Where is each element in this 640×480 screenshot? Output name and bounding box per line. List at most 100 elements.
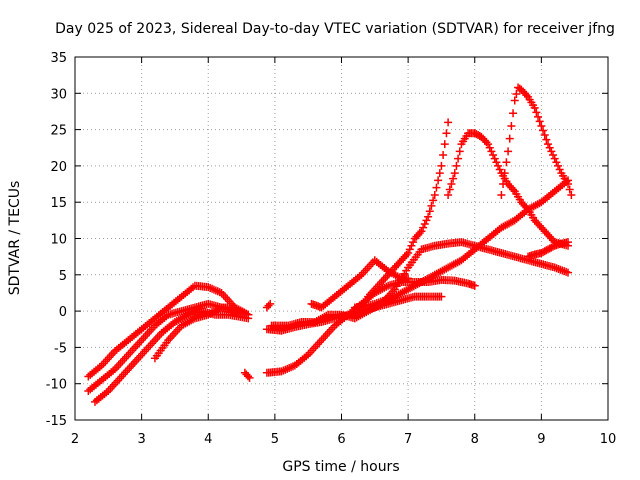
data-point-marker: [430, 190, 439, 199]
x-tick-label: 9: [537, 432, 545, 447]
data-point-marker: [509, 185, 518, 194]
data-point-marker: [504, 147, 513, 156]
data-point-marker: [445, 185, 454, 194]
data-point-marker: [264, 301, 273, 310]
data-point-marker: [425, 207, 434, 216]
data-point-marker: [447, 180, 456, 189]
data-point-marker: [437, 292, 446, 301]
data-point-marker: [565, 185, 574, 194]
data-point-marker: [540, 131, 549, 140]
data-point-marker: [552, 158, 561, 167]
data-point-marker: [492, 158, 501, 167]
data-point-marker: [512, 90, 521, 99]
y-axis-ticks: -15 -10 -5 0 5 10 15 20 25 30 35: [46, 51, 608, 429]
data-point-marker: [437, 161, 446, 170]
data-point-marker: [109, 366, 118, 375]
series-track-15: [524, 238, 573, 261]
data-point-marker: [209, 285, 218, 294]
data-point-marker: [434, 176, 443, 185]
data-point-marker: [564, 268, 573, 277]
x-tick-label: 10: [600, 432, 617, 447]
data-point-marker: [450, 169, 459, 178]
data-point-marker: [555, 165, 564, 174]
series-track-4: [150, 303, 253, 363]
data-point-marker: [489, 151, 498, 160]
data-point-marker: [545, 143, 554, 152]
data-point-marker: [507, 121, 516, 130]
data-point-marker: [522, 203, 531, 212]
data-point-marker: [449, 174, 458, 183]
data-point-marker: [539, 126, 548, 135]
data-point-marker: [244, 310, 253, 319]
data-points: [84, 83, 576, 406]
data-point-marker: [279, 366, 288, 375]
data-point-marker: [215, 304, 224, 313]
data-point-marker: [564, 238, 573, 247]
data-point-marker: [454, 154, 463, 163]
data-point-marker: [470, 281, 479, 290]
data-point-marker: [499, 180, 508, 189]
series-track-6: [262, 299, 275, 312]
data-point-marker: [484, 140, 493, 149]
data-point-marker: [95, 363, 104, 372]
y-tick-label: 35: [50, 51, 67, 66]
x-tick-label: 2: [71, 432, 79, 447]
y-tick-label: -5: [54, 341, 67, 356]
data-point-marker: [534, 112, 543, 121]
series-track-10: [267, 238, 573, 330]
data-point-marker: [402, 250, 411, 259]
data-point-marker: [382, 282, 391, 291]
series-track-2: [84, 281, 253, 381]
data-point-marker: [550, 154, 559, 163]
data-point-marker: [567, 190, 576, 199]
series-track-11: [350, 176, 573, 312]
series-track-13: [444, 129, 573, 250]
x-tick-label: 4: [204, 432, 212, 447]
data-point-marker: [435, 169, 444, 178]
series-track-14: [497, 83, 576, 199]
data-point-marker: [355, 272, 364, 281]
data-point-marker: [415, 229, 424, 238]
data-point-marker: [417, 227, 426, 236]
data-point-marker: [281, 365, 290, 374]
data-point-marker: [277, 367, 286, 376]
y-tick-label: -10: [46, 378, 67, 393]
x-tick-label: 8: [471, 432, 479, 447]
data-point-marker: [485, 143, 494, 152]
data-point-marker: [510, 96, 519, 105]
data-point-marker: [208, 284, 217, 293]
data-point-marker: [444, 190, 453, 199]
data-point-marker: [509, 109, 518, 118]
grid-lines: [75, 57, 608, 420]
data-point-marker: [404, 249, 413, 258]
data-point-marker: [535, 117, 544, 126]
y-tick-label: -15: [46, 414, 67, 429]
y-tick-label: 15: [50, 196, 67, 211]
data-point-marker: [532, 108, 541, 117]
y-tick-label: 30: [50, 87, 67, 102]
data-point-marker: [444, 118, 453, 127]
data-point-marker: [429, 196, 438, 205]
y-axis-title: SDTVAR / TECUs: [7, 181, 23, 296]
data-point-marker: [542, 135, 551, 144]
data-point-marker: [432, 183, 441, 192]
data-point-marker: [245, 373, 254, 382]
x-tick-label: 3: [137, 432, 145, 447]
y-tick-label: 0: [59, 305, 67, 320]
data-point-marker: [549, 151, 558, 160]
y-tick-label: 25: [50, 124, 67, 139]
chart-title: Day 025 of 2023, Sidereal Day-to-day VTE…: [55, 21, 615, 37]
data-point-marker: [424, 212, 433, 221]
data-point-marker: [505, 134, 514, 143]
data-point-marker: [211, 286, 220, 295]
data-point-marker: [544, 140, 553, 149]
series-track-5: [240, 368, 254, 382]
data-point-marker: [244, 372, 253, 381]
data-point-marker: [537, 121, 546, 130]
data-point-marker: [189, 283, 198, 292]
data-point-marker: [487, 147, 496, 156]
data-point-marker: [502, 158, 511, 167]
data-point-marker: [404, 274, 413, 283]
data-point-marker: [522, 91, 531, 100]
